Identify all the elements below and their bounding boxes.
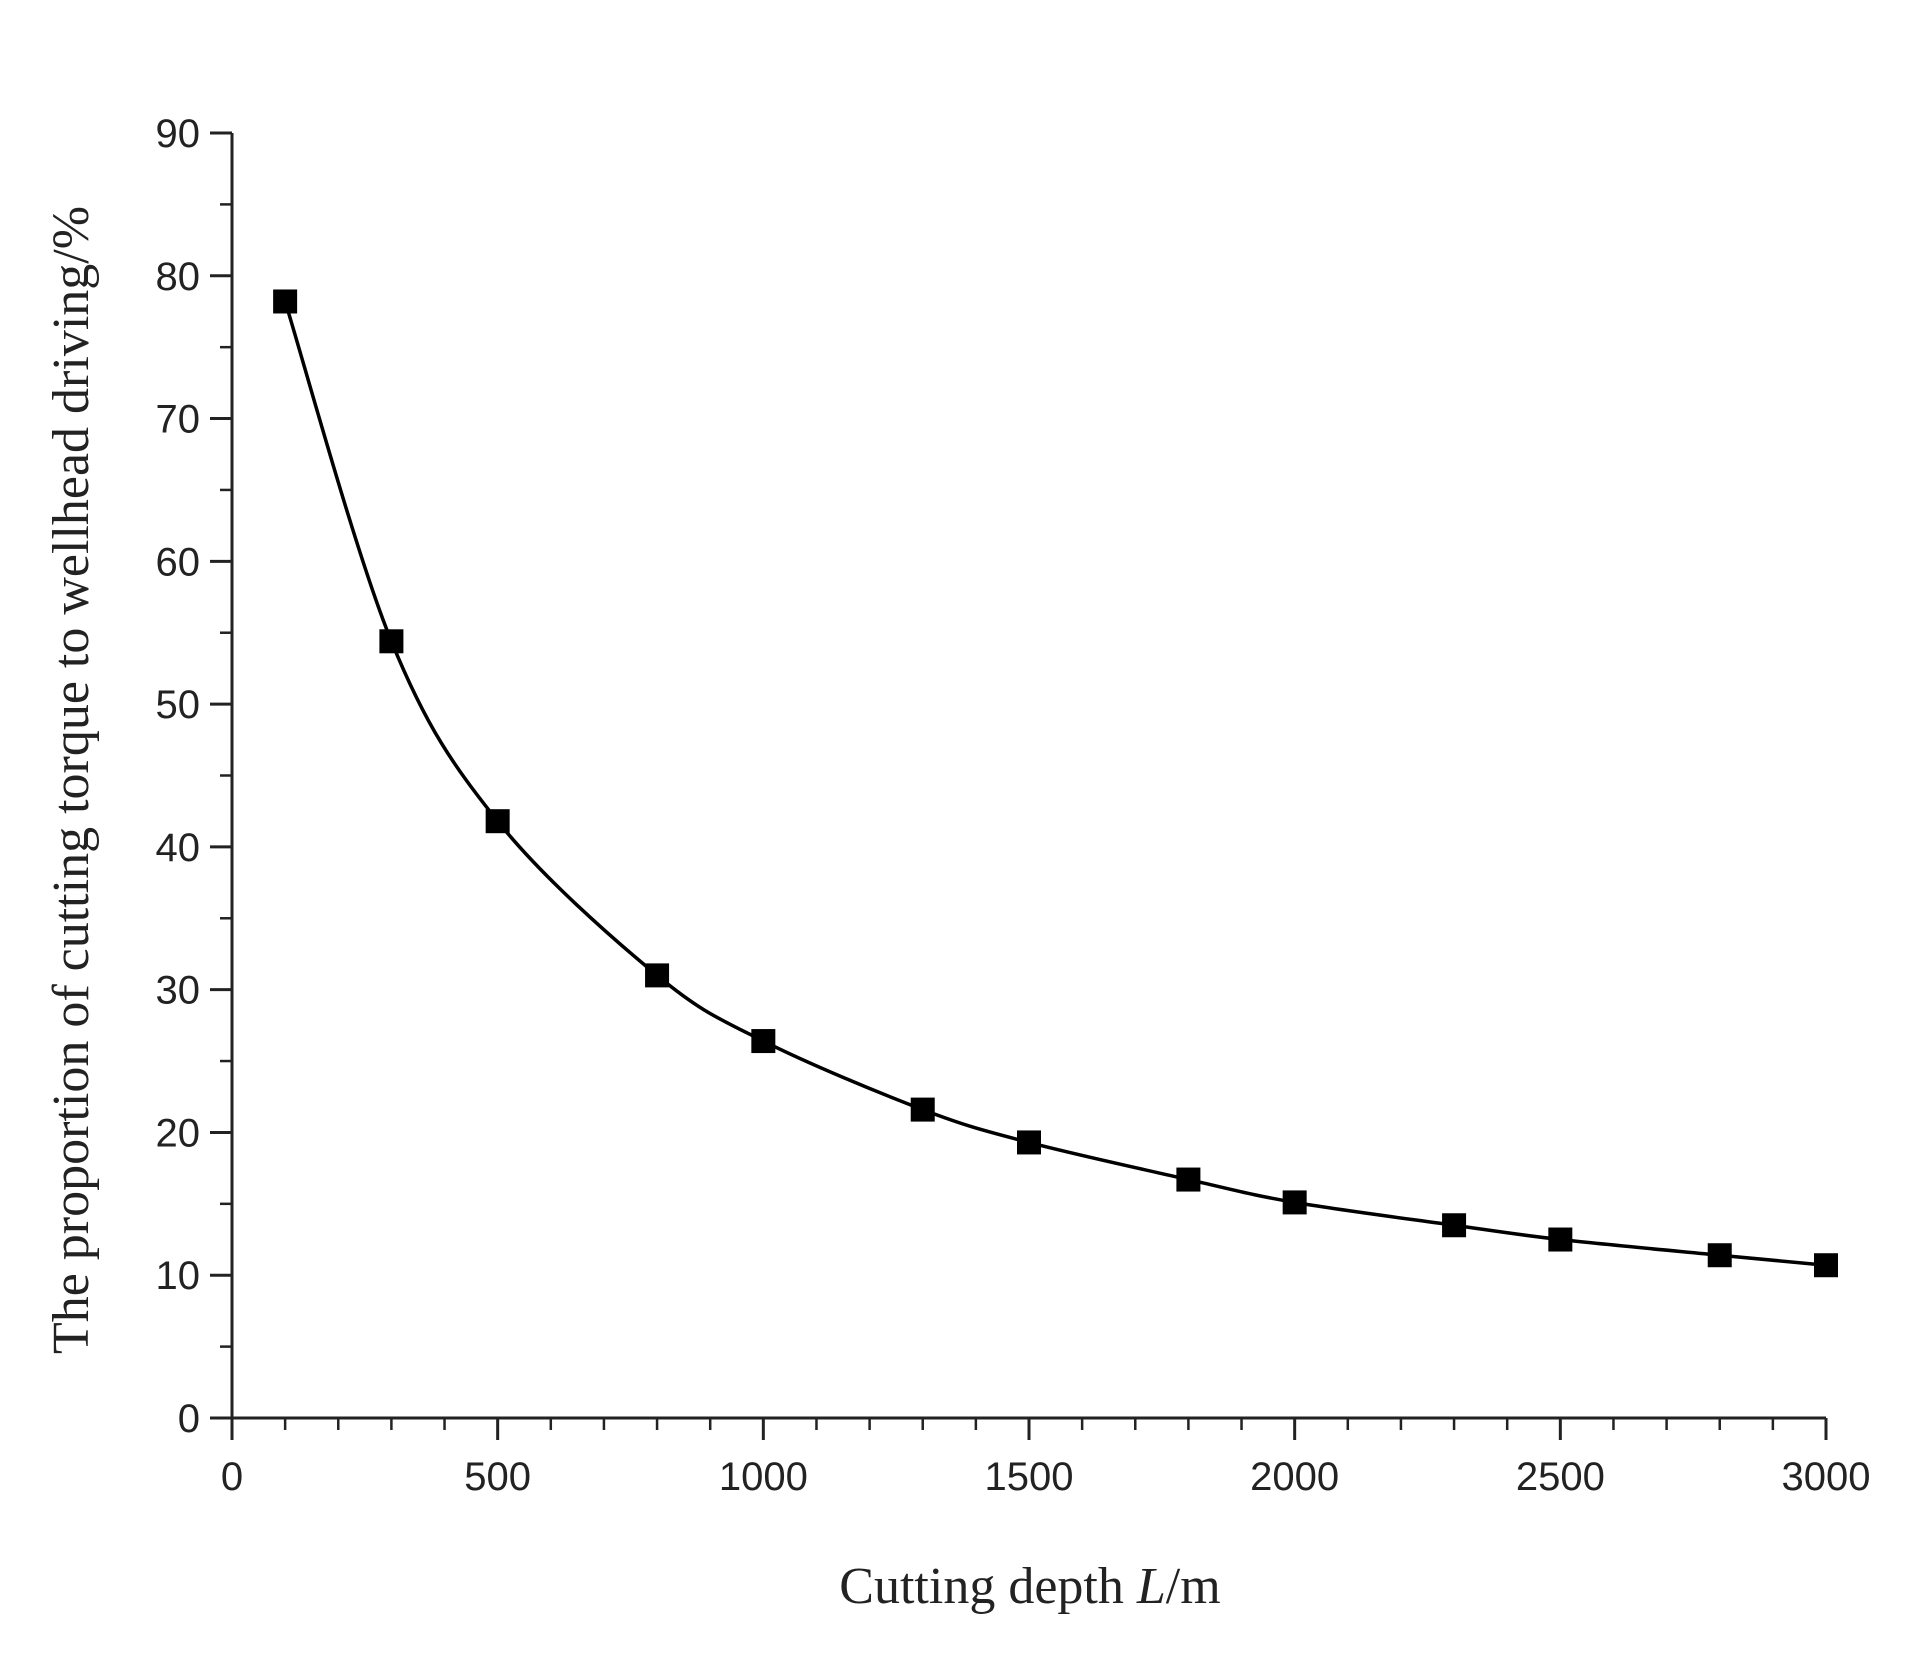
y-tick-label: 20 (156, 1111, 201, 1155)
x-tick-label: 500 (464, 1455, 531, 1499)
series-layer (283, 300, 1827, 1267)
data-point-marker (1176, 1167, 1201, 1192)
y-tick-label: 70 (156, 398, 201, 442)
x-tick-label: 3000 (1782, 1455, 1871, 1499)
markers (273, 289, 1838, 1278)
y-axis-title: The proportion of cutting torque to well… (43, 206, 100, 1354)
data-point-marker (910, 1097, 935, 1122)
series-line (283, 300, 1827, 1267)
y-tick-label: 10 (156, 1254, 201, 1298)
data-point-marker (1548, 1227, 1573, 1252)
y-tick-label: 0 (178, 1397, 200, 1441)
axes (230, 133, 1826, 1420)
data-point-marker (1017, 1130, 1041, 1155)
ticks: 0 10 20 30 40 50 60 70 80 90 0 500 1000 1500 2000 2500 3… (156, 112, 1871, 1499)
x-tick-label: 1500 (985, 1455, 1074, 1499)
y-tick-label: 50 (156, 683, 201, 727)
y-tick-label: 40 (156, 826, 201, 870)
data-point-marker (1442, 1213, 1467, 1238)
x-tick-label: 1000 (719, 1455, 808, 1499)
y-tick-label: 80 (156, 255, 201, 299)
data-point-marker (1814, 1253, 1838, 1278)
y-tick-label: 30 (156, 969, 201, 1013)
y-tick-label: 90 (156, 112, 201, 156)
x-tick-label: 2000 (1250, 1455, 1339, 1499)
data-point-marker (645, 963, 670, 988)
x-axis-title-unit: /m (1166, 1558, 1221, 1615)
data-point-marker (485, 809, 510, 834)
y-tick-label: 60 (156, 540, 201, 584)
x-axis-title-variable: L (1136, 1558, 1166, 1615)
x-axis-title: Cutting depth L/m (839, 1558, 1220, 1615)
data-point-marker (1707, 1243, 1732, 1268)
data-point-marker (379, 629, 404, 654)
data-point-marker (1282, 1190, 1307, 1215)
x-tick-label: 2500 (1516, 1455, 1605, 1499)
x-axis-title-prefix: Cutting depth (839, 1558, 1137, 1615)
data-point-marker (751, 1029, 776, 1054)
data-point-marker (273, 289, 298, 314)
x-tick-label: 0 (221, 1455, 243, 1499)
